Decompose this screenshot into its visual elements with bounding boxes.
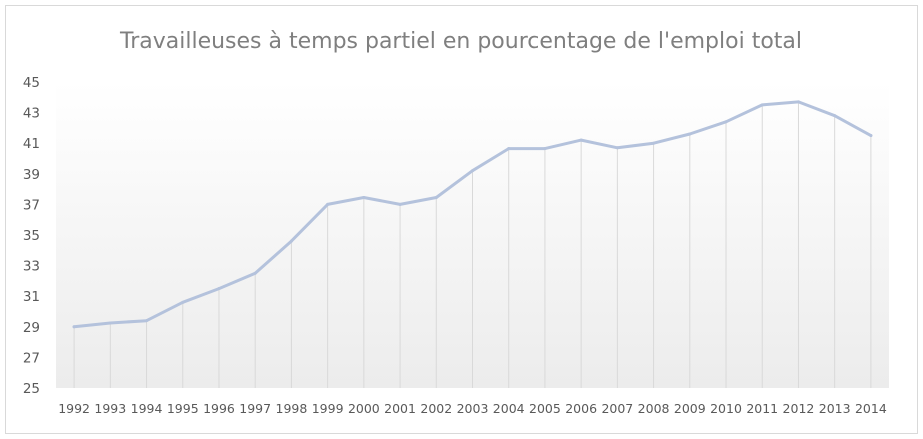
x-tick-label: 2002 [420,401,452,416]
x-tick-label: 2011 [746,401,778,416]
y-tick-label: 39 [23,167,40,183]
data-point [471,169,474,173]
data-point [652,141,656,145]
data-point [72,325,76,329]
x-tick-label: 2010 [710,401,742,416]
y-tick-label: 25 [23,381,40,397]
x-tick-label: 2003 [457,401,489,416]
y-tick-label: 27 [23,350,40,366]
x-tick-label: 2008 [638,401,670,416]
chart-title: Travailleuses à temps partiel en pourcen… [119,29,802,54]
data-point [724,120,728,124]
data-point [108,321,112,325]
data-point [688,132,692,136]
data-point [615,146,619,150]
data-point [543,147,547,151]
x-tick-label: 1996 [203,401,235,416]
y-tick-label: 37 [23,197,40,213]
y-tick-label: 29 [23,320,40,336]
x-tick-label: 2007 [601,401,633,416]
data-point [145,319,149,323]
data-point [869,134,873,138]
x-tick-label: 2000 [348,401,380,416]
data-point [362,196,366,200]
y-tick-label: 43 [23,106,40,122]
data-point [760,103,764,107]
data-point [253,271,257,275]
y-tick-label: 33 [23,259,40,275]
x-tick-label: 2001 [384,401,416,416]
x-tick-label: 1995 [167,401,199,416]
x-tick-label: 2014 [855,401,887,416]
data-point [289,239,293,243]
data-point [326,202,330,206]
y-tick-label: 31 [23,289,40,305]
data-point [579,138,583,142]
data-point [434,196,438,200]
x-tick-label: 2006 [565,401,597,416]
x-tick-label: 1999 [312,401,344,416]
data-point [833,114,837,118]
x-tick-label: 1992 [58,401,90,416]
y-tick-label: 45 [23,75,40,91]
data-point [796,100,800,104]
y-tick-label: 35 [23,228,40,244]
data-point [507,147,511,151]
x-tick-label: 2012 [783,401,815,416]
x-tick-label: 1997 [239,401,271,416]
x-tick-label: 2005 [529,401,561,416]
x-tick-label: 2004 [493,401,525,416]
y-tick-label: 41 [23,136,40,152]
data-point [398,202,402,206]
data-point [181,300,185,304]
x-tick-label: 2013 [819,401,851,416]
x-tick-label: 1994 [131,401,163,416]
x-tick-label: 1993 [94,401,126,416]
x-tick-label: 1998 [276,401,308,416]
x-tick-label: 2009 [674,401,706,416]
data-point [217,287,221,291]
